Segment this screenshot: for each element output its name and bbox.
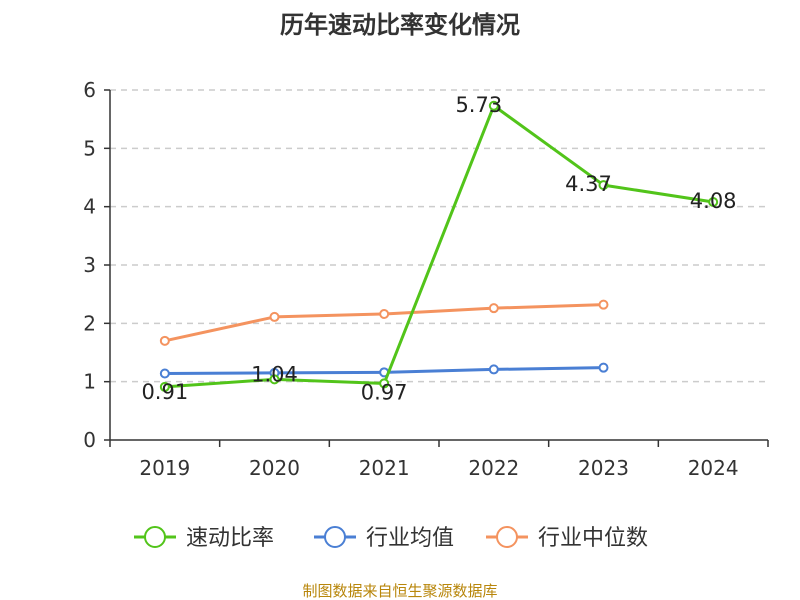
axes: 0 1 2 3 4 5 6 2019 2020 2021 2022 2023 2024: [83, 78, 769, 480]
x-tick-label: 2019: [139, 456, 190, 480]
y-tick-label: 0: [83, 428, 96, 452]
data-label: 1.04: [251, 362, 298, 386]
legend: 速动比率 行业均值 行业中位数: [134, 526, 648, 551]
y-tick-label: 1: [83, 370, 96, 394]
chart-title: 历年速动比率变化情况: [280, 11, 520, 39]
data-labels: 0.91 1.04 0.97 5.73 4.37 4.08: [141, 93, 736, 405]
data-label: 4.08: [690, 189, 737, 213]
x-tick-label: 2023: [578, 456, 629, 480]
x-tick-label: 2022: [468, 456, 519, 480]
data-point: [598, 299, 609, 310]
data-point: [488, 364, 499, 375]
y-tick-label: 2: [83, 311, 96, 335]
source-note: 制图数据来自恒生聚源数据库: [302, 582, 497, 600]
data-point: [488, 100, 499, 111]
x-tick-label: 2020: [249, 456, 300, 480]
data-label: 5.73: [455, 93, 502, 117]
data-point: [159, 368, 170, 379]
legend-label: 行业均值: [366, 526, 454, 551]
y-tick-label: 6: [83, 78, 96, 102]
data-point: [488, 303, 499, 314]
data-point: [159, 335, 170, 346]
legend-marker: [324, 526, 346, 548]
grid: [110, 89, 768, 383]
data-point: [598, 362, 609, 373]
data-point: [269, 311, 280, 322]
data-point: [379, 309, 390, 319]
legend-label: 速动比率: [186, 526, 274, 551]
y-tick-label: 3: [83, 253, 96, 277]
data-label: 4.37: [565, 172, 612, 196]
data-label: 0.91: [141, 380, 188, 404]
series-layer: [159, 100, 719, 392]
data-point: [598, 180, 609, 191]
legend-marker: [144, 526, 166, 548]
legend-label: 行业中位数: [538, 526, 648, 551]
series-line: [164, 104, 714, 389]
y-tick-label: 5: [83, 136, 96, 160]
data-point: [708, 197, 719, 207]
legend-marker: [496, 526, 518, 548]
data-point: [269, 374, 280, 385]
y-tick-label: 4: [83, 195, 96, 219]
data-label: 0.97: [361, 380, 408, 404]
data-point: [159, 381, 170, 392]
x-tick-label: 2021: [359, 456, 410, 480]
data-point: [379, 378, 390, 389]
x-tick-label: 2024: [688, 456, 739, 480]
